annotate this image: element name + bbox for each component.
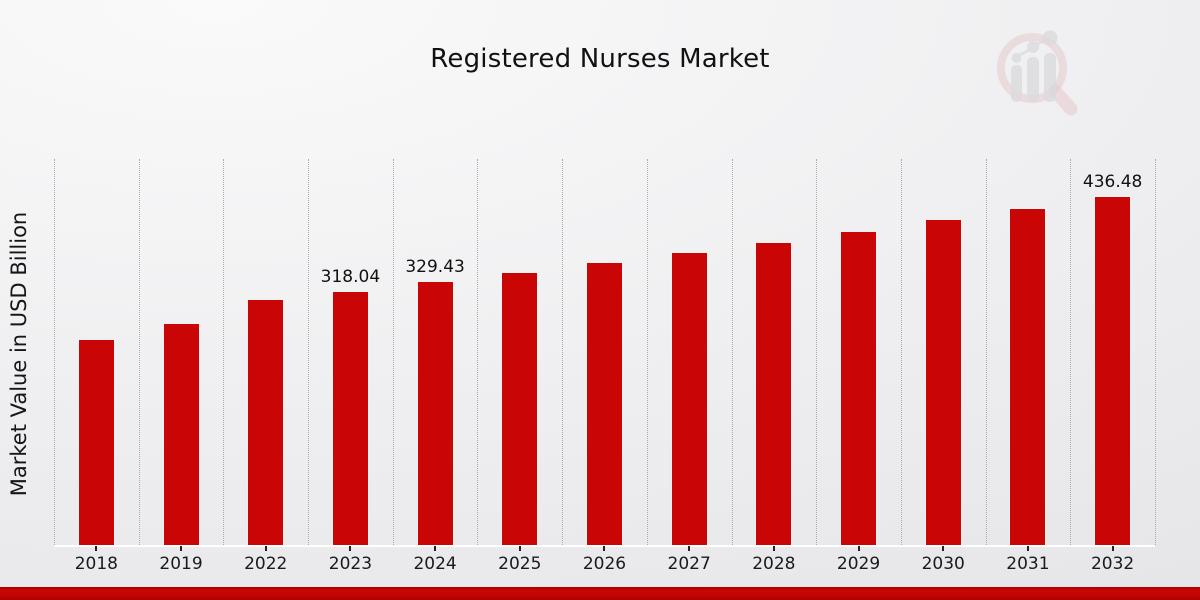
x-axis-tick [772, 546, 775, 551]
x-axis-tick-label-2028: 2028 [752, 554, 796, 574]
gridline [816, 159, 818, 545]
bar-2032 [1094, 195, 1132, 545]
bar-value-label-2032: 436.48 [1082, 171, 1143, 192]
x-axis-tick [1026, 546, 1029, 551]
x-axis-tick [688, 546, 691, 551]
bar-2030 [924, 219, 962, 545]
x-axis-tick [603, 546, 606, 551]
bar-2024 [416, 281, 454, 545]
x-axis-tick-label-2032: 2032 [1090, 554, 1135, 574]
bar-2019 [162, 323, 200, 545]
bottom-banner [0, 587, 1200, 600]
x-axis-tick-label-2019: 2019 [159, 554, 203, 574]
gridline [900, 159, 902, 545]
x-axis-tick [180, 546, 183, 551]
bar-2029 [840, 230, 878, 545]
bar-2023 [331, 290, 369, 545]
gridline [562, 159, 564, 545]
gridline [731, 159, 733, 545]
bar-2027 [670, 252, 708, 545]
chart-title: Registered Nurses Market [430, 44, 770, 74]
x-axis-tick [942, 546, 945, 551]
bar-2028 [755, 241, 793, 545]
gridline [223, 159, 225, 545]
gridline [54, 159, 55, 545]
x-axis-tick [349, 546, 352, 551]
gridline [138, 159, 140, 545]
bar-value-label-2023: 318.04 [320, 266, 381, 287]
bar-2018 [77, 339, 115, 545]
bar-value-label-2024: 329.43 [405, 257, 465, 278]
bar-2025 [501, 272, 539, 545]
gridline [308, 159, 310, 545]
gridline [1070, 159, 1072, 545]
x-axis-tick [264, 546, 267, 551]
gridline [646, 159, 648, 545]
x-axis-tick-label-2024: 2024 [413, 554, 457, 574]
x-axis-tick-label-2031: 2031 [1006, 554, 1050, 574]
x-axis-tick [857, 546, 860, 551]
x-axis-tick-label-2018: 2018 [74, 554, 118, 574]
x-axis-tick [95, 546, 98, 551]
x-axis-tick [434, 546, 437, 551]
x-axis-tick-label-2022: 2022 [244, 554, 288, 574]
bar-2022 [247, 299, 285, 545]
bar-2031 [1009, 207, 1047, 545]
x-axis-tick-label-2025: 2025 [498, 554, 542, 574]
x-axis-tick-label-2027: 2027 [667, 554, 711, 574]
gridline [1154, 159, 1156, 545]
x-axis-tick-label-2026: 2026 [582, 554, 627, 574]
gridline [392, 159, 394, 545]
x-axis-tick-label-2030: 2030 [921, 554, 965, 574]
x-axis-tick [518, 546, 521, 551]
bar-2026 [585, 262, 623, 545]
x-axis-tick [1111, 546, 1114, 551]
gridline [477, 159, 479, 545]
magnifier-bar-chart-logo-icon [997, 30, 1078, 116]
gridline [985, 159, 987, 545]
x-axis-tick-label-2023: 2023 [328, 554, 373, 574]
x-axis-tick-label-2029: 2029 [836, 554, 881, 574]
